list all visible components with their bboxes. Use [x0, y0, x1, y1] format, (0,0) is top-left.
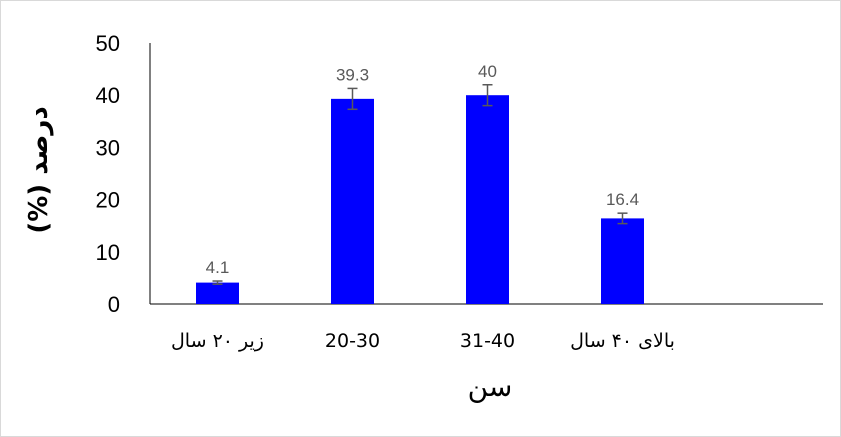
y-tick-labels: 0 10 20 30 40 50 [96, 31, 120, 317]
error-bar [482, 84, 493, 107]
bar [601, 218, 644, 304]
y-tick-label: 20 [96, 188, 120, 213]
y-tick-label: 0 [108, 292, 120, 317]
data-label: 40 [478, 62, 497, 81]
bar [331, 98, 374, 304]
y-tick-label: 30 [96, 135, 120, 160]
error-bar [617, 212, 628, 225]
y-tick-label: 50 [96, 31, 120, 56]
x-axis-title: سن [468, 370, 513, 403]
category-label: 20-30 [325, 330, 380, 352]
category-label: 31-40 [460, 330, 515, 352]
y-tick-label: 10 [96, 240, 120, 265]
error-bar [212, 280, 223, 285]
data-labels: 4.1 39.3 40 16.4 [206, 62, 639, 277]
data-label: 4.1 [206, 258, 230, 277]
error-bar [347, 87, 358, 111]
y-axis-title: درصد (%) [24, 106, 54, 233]
bar [196, 282, 239, 304]
category-label: بالای ۴۰ سال [570, 330, 675, 352]
category-labels: زیر ۲۰ سال 20-30 31-40 بالای ۴۰ سال [171, 330, 675, 352]
category-label: زیر ۲۰ سال [171, 330, 264, 352]
error-bars [212, 84, 628, 285]
data-label: 39.3 [336, 65, 369, 84]
bars [196, 95, 644, 304]
bar [466, 95, 509, 304]
y-tick-label: 40 [96, 83, 120, 108]
data-label: 16.4 [606, 190, 639, 209]
